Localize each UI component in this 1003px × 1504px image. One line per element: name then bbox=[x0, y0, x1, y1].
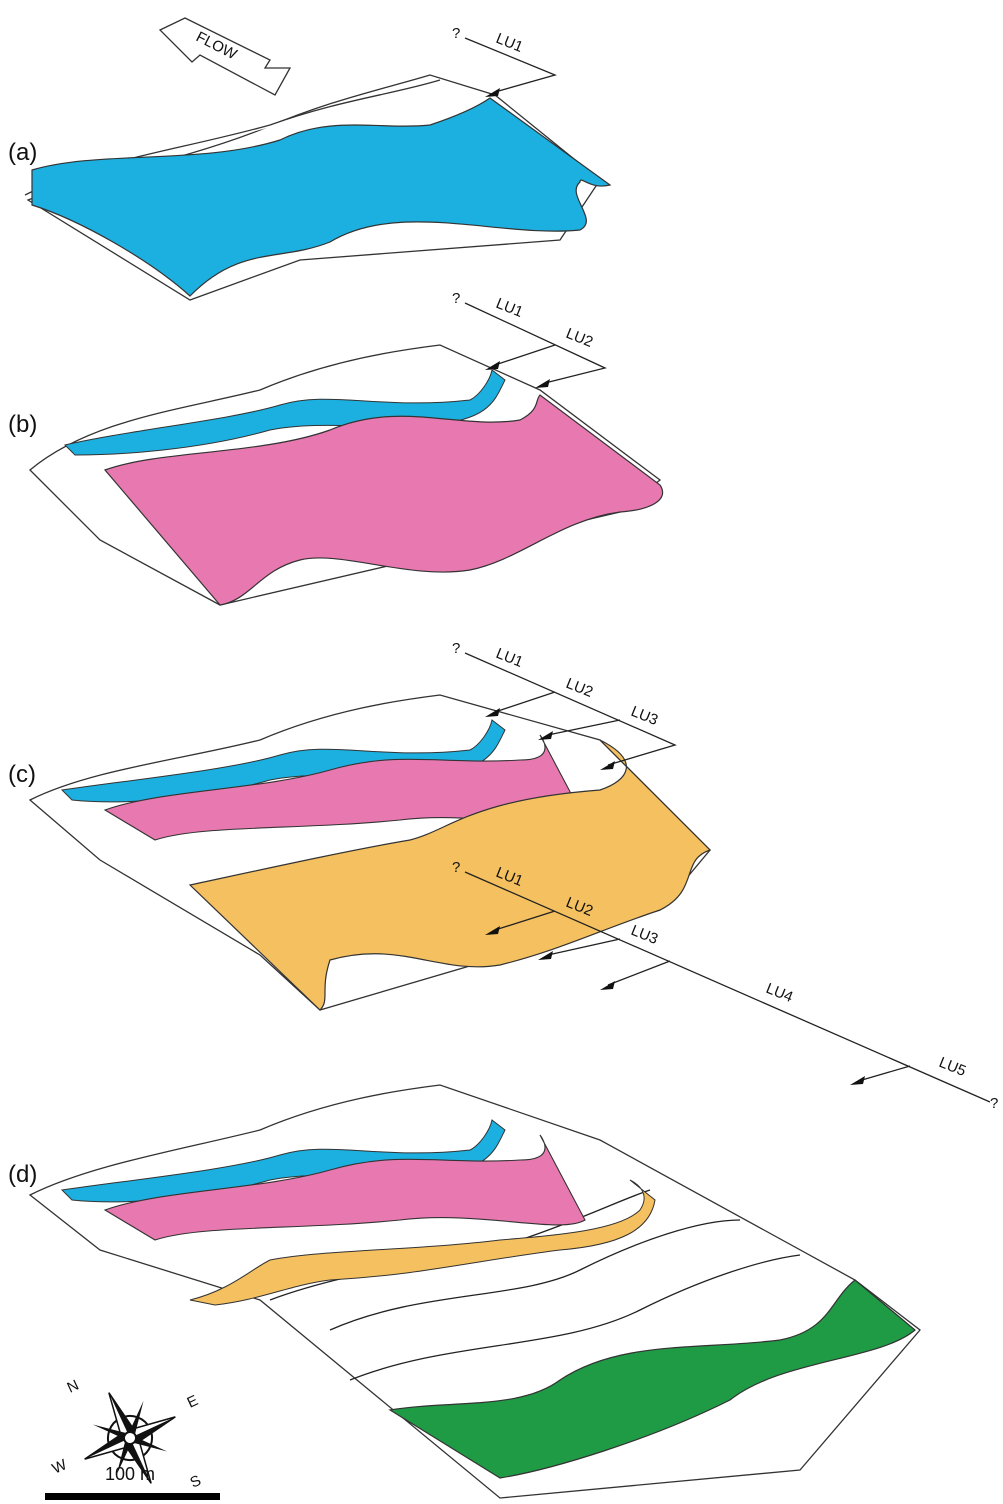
tree-line bbox=[464, 302, 607, 384]
lu3-surface bbox=[188, 739, 712, 1011]
unit-label: LU3 bbox=[629, 922, 661, 948]
unit-label: LU1 bbox=[494, 295, 526, 321]
compass-center bbox=[123, 1431, 137, 1445]
compass-s: S bbox=[188, 1472, 204, 1492]
lu1-surface bbox=[31, 97, 612, 297]
panel-label: (c) bbox=[8, 761, 36, 788]
flow-arrow bbox=[158, 17, 292, 96]
unit-label: LU3 bbox=[629, 703, 661, 729]
tree-start: ? bbox=[452, 640, 460, 657]
panel-d: (d) ? LU1 LU2 LU3 LU4 LU5 ? bbox=[8, 859, 998, 1499]
panel-label: (a) bbox=[8, 139, 37, 166]
compass-w: W bbox=[50, 1456, 71, 1478]
compass-n: N bbox=[65, 1377, 82, 1397]
tree-line bbox=[464, 652, 677, 766]
lu1-strip bbox=[64, 369, 506, 456]
scale-bar bbox=[45, 1493, 220, 1500]
unit-label: LU2 bbox=[564, 325, 596, 351]
lu2-strip bbox=[103, 734, 586, 841]
panel-a: (a) ? LU1 bbox=[8, 25, 612, 301]
compass-e: E bbox=[185, 1392, 201, 1412]
lu5-surface bbox=[388, 1279, 916, 1479]
lu2-surface bbox=[103, 394, 664, 606]
panel-b: (b) ? LU1 LU2 bbox=[8, 290, 664, 606]
unit-label: LU2 bbox=[564, 675, 596, 701]
scale-label: 100 m bbox=[105, 1464, 155, 1484]
tree-start: ? bbox=[452, 290, 460, 307]
lu3-strip bbox=[189, 1179, 656, 1306]
tree-end: ? bbox=[990, 1095, 998, 1112]
pointer bbox=[485, 708, 615, 770]
tree-line bbox=[464, 871, 991, 1103]
tree-start: ? bbox=[452, 25, 460, 42]
unit-label: LU4 bbox=[764, 980, 796, 1006]
panel-label: (b) bbox=[8, 411, 37, 438]
tree-line bbox=[464, 37, 557, 93]
pointer bbox=[485, 88, 500, 97]
lu2-strip bbox=[103, 1134, 586, 1241]
unit-label: LU5 bbox=[937, 1054, 969, 1080]
panel-c: (c) ? LU1 LU2 LU3 bbox=[8, 640, 712, 1011]
pointer bbox=[485, 361, 550, 388]
panel-label: (d) bbox=[8, 1161, 37, 1188]
tree-start: ? bbox=[452, 859, 460, 876]
compass bbox=[84, 1392, 176, 1484]
